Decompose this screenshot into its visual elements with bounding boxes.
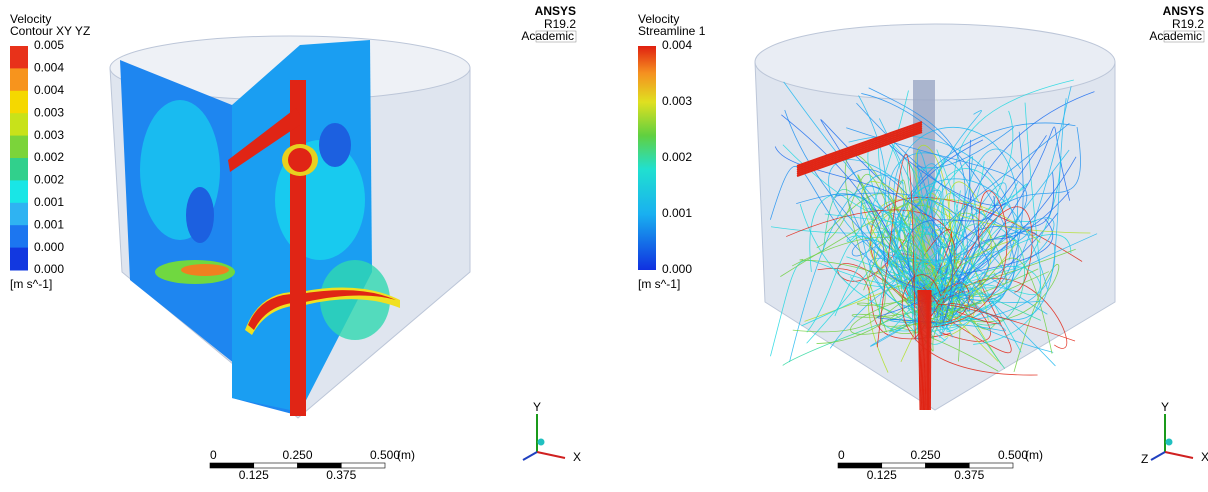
legend-label: 0.001	[662, 206, 692, 220]
axis-x	[537, 452, 565, 458]
legend-subtitle: Streamline 1	[638, 24, 706, 38]
streamline	[930, 290, 931, 410]
color-band	[10, 248, 28, 271]
scale-label: 0.500	[370, 448, 400, 462]
logo-name: ANSYS	[1163, 4, 1204, 18]
legend-label: 0.004	[662, 38, 692, 52]
color-band	[10, 136, 28, 159]
legend-label: 0.000	[662, 262, 692, 276]
legend-label: 0.003	[662, 94, 692, 108]
scale-sublabel: 0.125	[867, 468, 897, 482]
axis-z	[523, 452, 537, 460]
scale-label: 0.500	[998, 448, 1028, 462]
triad-center	[538, 439, 545, 446]
legend-label: 0.004	[34, 61, 64, 75]
axis-label-x: X	[1201, 450, 1208, 464]
scale-sublabel: 0.375	[326, 468, 356, 482]
color-band	[10, 113, 28, 136]
scale-label: 0.250	[282, 448, 312, 462]
legend-label: 0.001	[34, 195, 64, 209]
legend-label: 0.002	[34, 173, 64, 187]
axis-label-y: Y	[1161, 400, 1169, 414]
color-band	[10, 225, 28, 248]
legend-label: 0.000	[34, 240, 64, 254]
color-band	[10, 158, 28, 181]
axis-label-y: Y	[533, 400, 541, 414]
axis-label-z: Z	[1141, 452, 1148, 466]
color-bar	[638, 46, 656, 270]
triad-center	[1166, 439, 1173, 446]
screenshot: VelocityContour XY YZ0.0050.0040.0040.00…	[0, 0, 1208, 492]
scale-label: (m)	[397, 448, 415, 462]
legend-label: 0.005	[34, 38, 64, 52]
logo-edition: Academic	[1149, 29, 1202, 43]
logo-edition: Academic	[521, 29, 574, 43]
legend-label: 0.000	[34, 262, 64, 276]
scale-label: 0.250	[910, 448, 940, 462]
legend-label: 0.003	[34, 105, 64, 119]
legend-unit: [m s^-1]	[10, 277, 52, 291]
legend-label: 0.001	[34, 217, 64, 231]
streamline-view	[755, 24, 1115, 410]
streamline	[925, 290, 926, 410]
legend-label: 0.002	[662, 150, 692, 164]
color-band	[10, 180, 28, 203]
scale-sublabel: 0.125	[239, 468, 269, 482]
legend-unit: [m s^-1]	[638, 277, 680, 291]
axis-label-x: X	[573, 450, 581, 464]
scale-label: 0	[838, 448, 845, 462]
legend-label: 0.004	[34, 83, 64, 97]
scale-label: (m)	[1025, 448, 1043, 462]
color-band	[10, 91, 28, 114]
color-band	[10, 46, 28, 69]
axis-x	[1165, 452, 1193, 458]
legend-label: 0.003	[34, 128, 64, 142]
legend-label: 0.002	[34, 150, 64, 164]
scale-label: 0	[210, 448, 217, 462]
color-band	[10, 68, 28, 91]
scale-sublabel: 0.375	[954, 468, 984, 482]
contour-view	[110, 36, 470, 418]
logo-name: ANSYS	[535, 4, 576, 18]
axis-z	[1151, 452, 1165, 460]
legend-subtitle: Contour XY YZ	[10, 24, 90, 38]
color-band	[10, 203, 28, 226]
